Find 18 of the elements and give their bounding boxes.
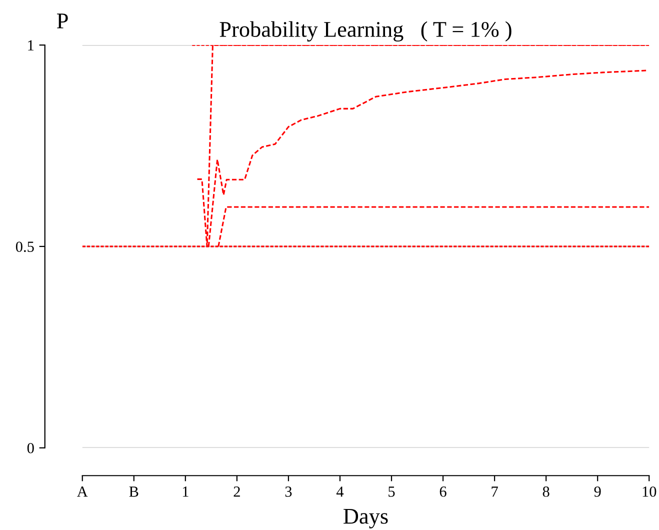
x-tick-label: 8 xyxy=(542,486,550,497)
x-tick-label: 3 xyxy=(285,486,292,497)
y-tick-label: 1 xyxy=(28,40,34,50)
y-axis-title: P xyxy=(57,14,68,28)
x-tick-label: A xyxy=(77,486,88,497)
y-tick-label: 0 xyxy=(27,442,34,454)
x-tick-label: 5 xyxy=(388,486,395,497)
y-tick-label: 0.5 xyxy=(16,242,34,252)
x-tick-label: B xyxy=(129,486,138,497)
x-tick-label: 7 xyxy=(492,486,498,497)
x-tick-label: 9 xyxy=(594,486,601,497)
chart-title: Probability Learning ( T = 1% ) xyxy=(220,21,512,42)
x-tick-label: 1 xyxy=(182,486,188,497)
x-axis-title: Days xyxy=(344,509,388,528)
x-tick-label: 10 xyxy=(642,486,656,497)
x-tick-label: 2 xyxy=(234,486,240,497)
x-tick-label: 6 xyxy=(440,486,446,497)
x-tick-label: 4 xyxy=(336,486,344,497)
